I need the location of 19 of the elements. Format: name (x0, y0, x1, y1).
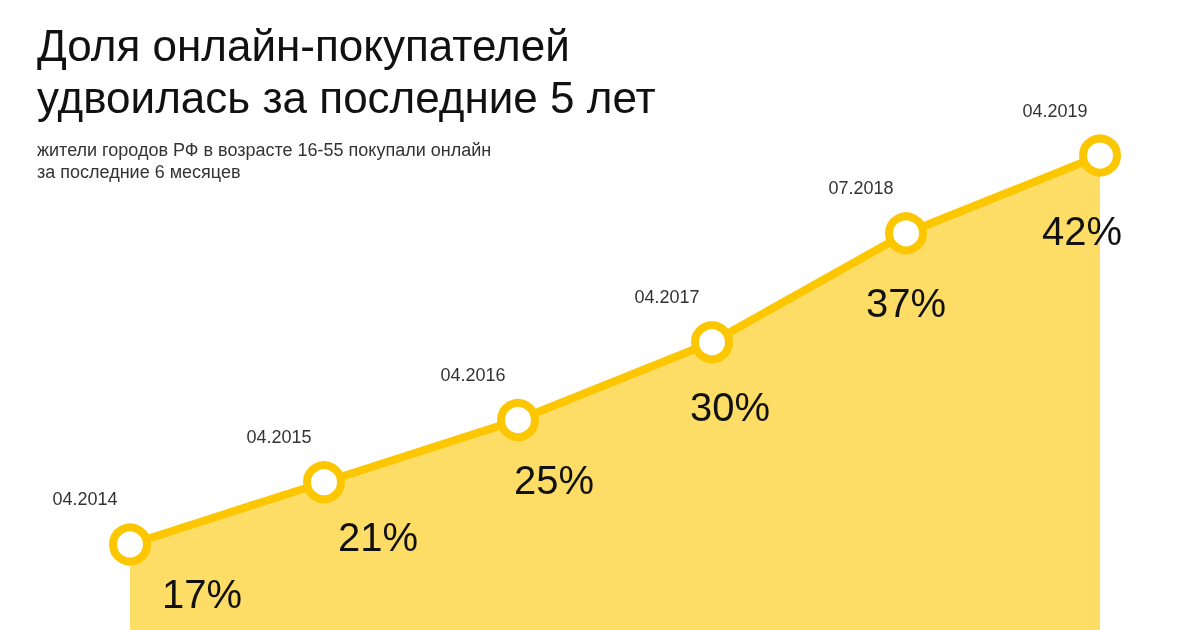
point (691, 321, 733, 364)
data-label: 25% (513, 458, 595, 502)
x-tick-label: 04.2014 (52, 489, 118, 510)
point (885, 212, 927, 255)
data-label: 30% (689, 385, 771, 430)
x-tick-label: 04.2015 (246, 427, 312, 448)
x-tick-label: 04.2017 (634, 287, 700, 308)
point (109, 523, 151, 566)
point (303, 461, 345, 504)
x-tick-label: 04.2019 (1022, 100, 1088, 121)
data-label: 21% (337, 515, 419, 560)
data-label: 17% (161, 572, 243, 617)
chart-title: Доля онлайн-покупателей удвоилась за последние 5 лет (37, 20, 656, 122)
data-label: 37% (865, 281, 947, 326)
x-tick-label: 07.2018 (828, 178, 894, 199)
x-tick-label: 04.2016 (440, 365, 506, 385)
point (1079, 134, 1121, 177)
chart-subtitle: жители городов РФ в возрасте 16-55 покупали онлайн за последние 6 месяцев (37, 140, 492, 182)
point (497, 399, 539, 441)
